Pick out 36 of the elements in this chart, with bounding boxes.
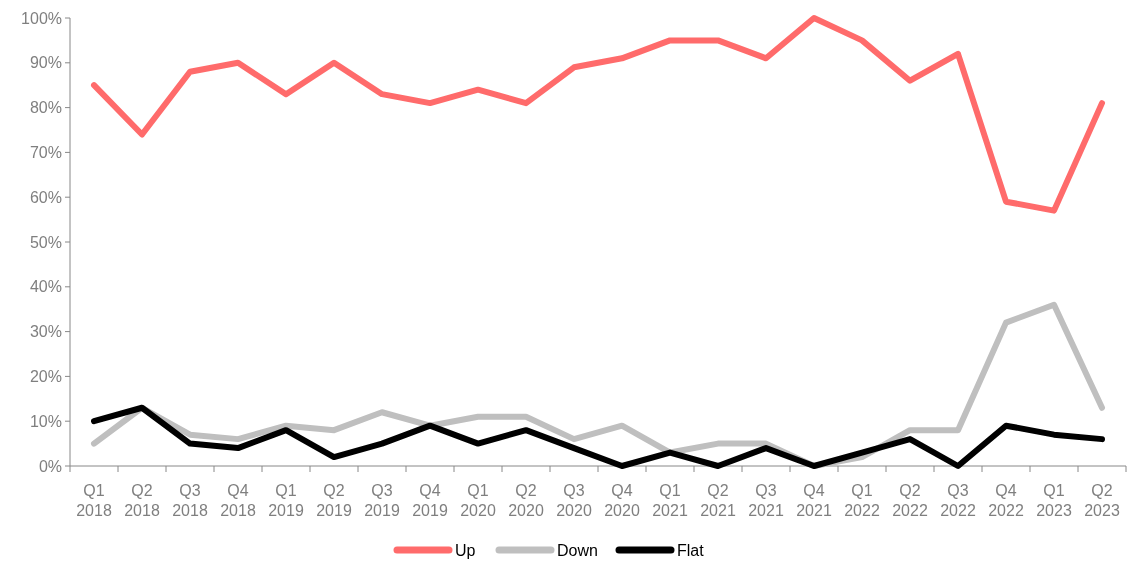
y-tick-label: 60%: [29, 188, 62, 206]
y-tick-label: 80%: [29, 99, 62, 117]
x-tick-label: Q1 2019: [268, 482, 304, 519]
y-tick-label: 100%: [21, 9, 62, 27]
y-tick-label: 70%: [29, 144, 62, 161]
x-tick-label: Q2 2022: [892, 482, 928, 519]
x-tick-label: Q4 2021: [796, 482, 832, 519]
x-tick-label: Q1 2020: [460, 482, 496, 519]
x-tick-label: Q4 2020: [604, 482, 640, 519]
x-tick-label: Q4 2019: [412, 482, 448, 519]
x-tick-label: Q1 2018: [76, 482, 112, 519]
x-tick-label: Q2 2019: [316, 482, 352, 519]
x-tick-label: Q2 2023: [1084, 482, 1120, 519]
y-tick-label: 40%: [29, 278, 62, 296]
x-tick-label: Q3 2021: [748, 482, 784, 519]
y-tick-label: 10%: [29, 412, 62, 430]
x-tick-label: Q4 2018: [220, 482, 256, 519]
y-tick-label: 20%: [29, 368, 62, 385]
x-tick-label: Q2 2020: [508, 482, 544, 519]
y-tick-label: 0%: [38, 457, 62, 475]
x-tick-label: Q1 2021: [652, 482, 688, 519]
y-tick-label: 30%: [29, 323, 62, 341]
x-tick-label: Q3 2018: [172, 482, 208, 519]
y-tick-label: 50%: [29, 233, 62, 251]
y-tick-label: 90%: [29, 54, 62, 72]
x-tick-label: Q3 2022: [940, 482, 976, 519]
x-tick-label: Q3 2020: [556, 482, 592, 519]
legend-label: Up: [455, 542, 476, 559]
x-tick-label: Q2 2021: [700, 482, 736, 519]
legend-label: Down: [557, 542, 598, 559]
x-tick-label: Q1 2023: [1036, 482, 1072, 519]
x-tick-label: Q3 2019: [364, 482, 400, 519]
x-tick-label: Q4 2022: [988, 482, 1024, 519]
x-tick-label: Q1 2022: [844, 482, 880, 519]
legend-label: Flat: [677, 542, 705, 559]
x-tick-label: Q2 2018: [124, 482, 160, 519]
